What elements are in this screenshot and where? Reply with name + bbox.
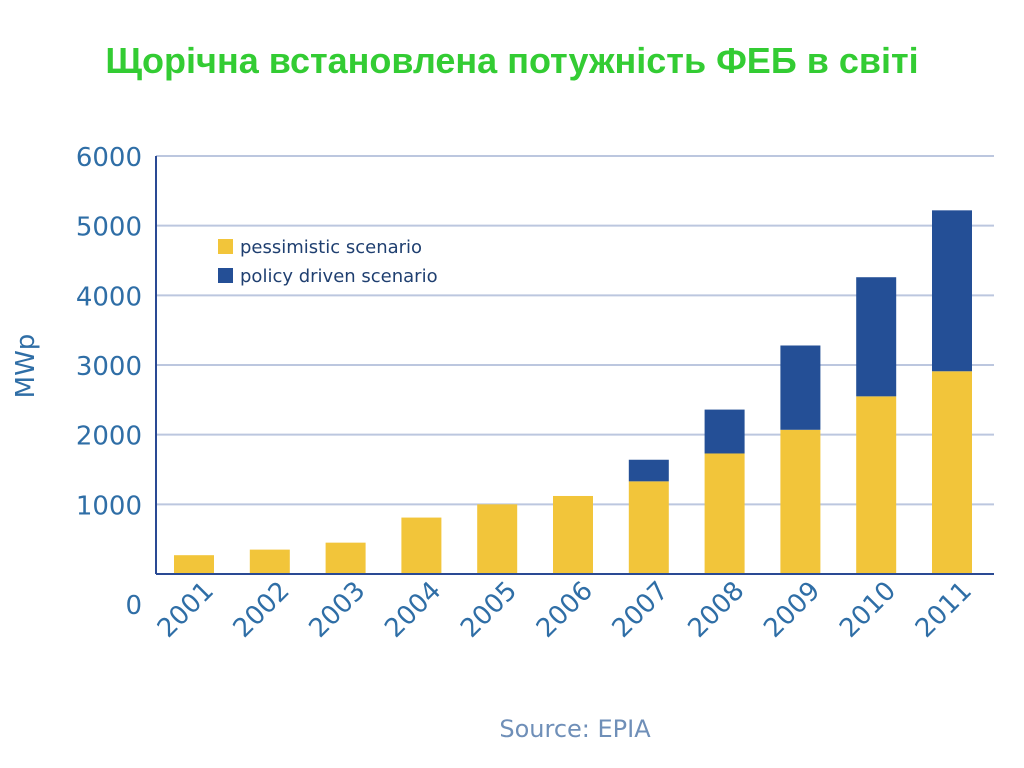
bar-policy-2011 [932,210,972,372]
bar-pessimistic-2007 [628,481,669,574]
x-tick-label: 2003 [303,576,371,644]
x-tick-label: 2007 [607,576,675,644]
bar-pessimistic-2003 [325,542,366,574]
bar-pessimistic-2005 [477,504,518,574]
x-tick-label: 2006 [531,576,599,644]
bar-pessimistic-2008 [704,453,745,574]
y-tick-labels: 0 1000 2000 3000 4000 5000 6000 [76,143,142,621]
y-tick-label: 1000 [76,491,142,521]
bar-pessimistic-2001 [174,555,214,574]
x-tick-label: 2011 [910,576,978,644]
axis-layer [155,156,994,575]
grid-layer [156,155,994,506]
bar-pessimistic-2009 [780,429,821,574]
x-tick-label: 2001 [152,576,220,644]
x-tick-label: 2002 [228,576,296,644]
y-tick-label: 2000 [76,422,142,452]
x-tick-label: 2010 [834,576,902,644]
y-tick-label: 6000 [76,143,142,173]
y-tick-label: 4000 [76,282,142,312]
bar-pessimistic-2006 [553,495,593,574]
legend-swatch-policy [218,268,233,283]
source-note: Source: EPIA [499,715,651,743]
bar-layer [174,210,972,574]
x-tick-label: 2004 [379,576,447,644]
bar-pessimistic-2004 [401,517,442,574]
x-tick-labels: 2001 2002 2003 2004 2005 2006 2007 2008 2009 2010… [152,576,978,644]
legend-swatch-pessimistic [218,239,233,254]
legend-label-pessimistic: pessimistic scenario [240,237,422,258]
y-tick-label: 3000 [76,352,142,382]
page-title: Щорічна встановлена потужність ФЕБ в сві… [105,40,919,81]
bar-policy-2010 [856,277,897,397]
y-tick-label: 0 [125,591,142,621]
bar-policy-2007 [628,459,669,482]
y-axis-title: MWp [11,334,41,399]
x-tick-label: 2005 [455,576,523,644]
y-tick-label: 5000 [76,213,142,243]
x-tick-label: 2009 [758,576,826,644]
x-tick-label: 2008 [682,576,750,644]
bar-policy-2009 [780,345,821,430]
legend: pessimistic scenario policy driven scena… [218,237,438,287]
bar-policy-2008 [704,409,745,454]
legend-label-policy: policy driven scenario [240,266,438,287]
bar-pessimistic-2010 [856,396,897,574]
bar-pessimistic-2002 [249,549,290,574]
bar-pessimistic-2011 [932,371,972,574]
